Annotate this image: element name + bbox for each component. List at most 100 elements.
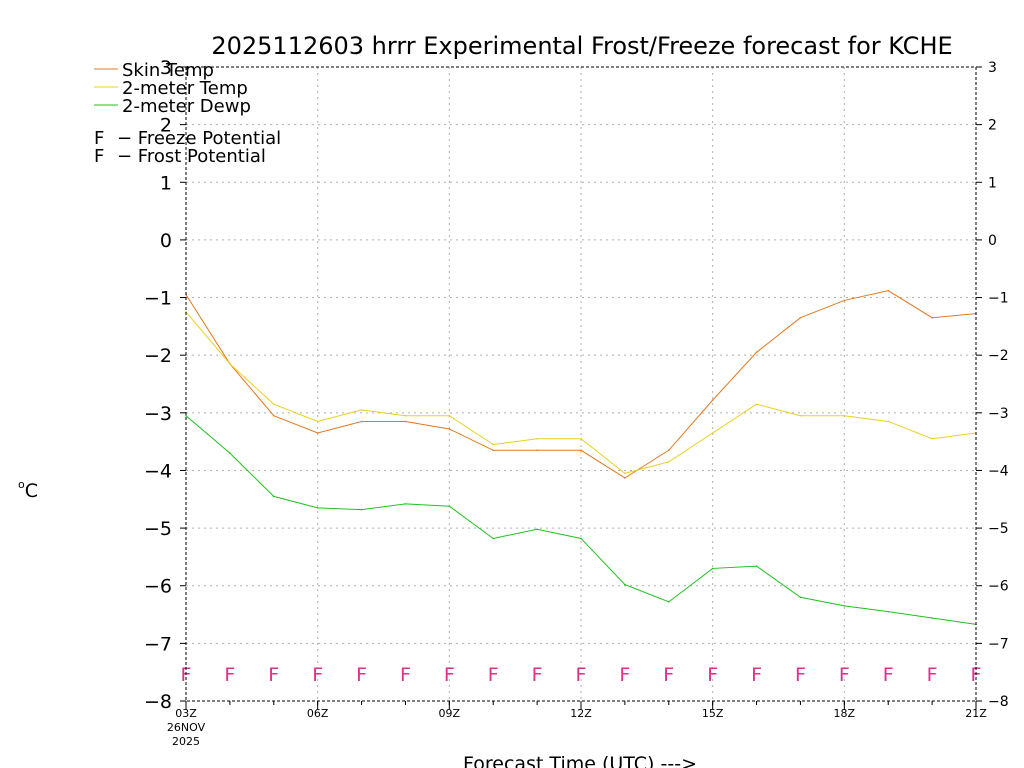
x-tick-label: 21Z [965,707,987,720]
freeze-flag: F [619,664,630,686]
plot-frame [185,66,977,702]
freeze-flag: F [576,664,587,686]
x-tick-label: 03Z [175,707,197,720]
y-tick-label-right: −6 [988,579,1009,595]
data-point-2-meter-dewp [843,605,846,607]
y-tick-label-right: −5 [988,521,1009,537]
data-point-2-meter-dewp [404,503,407,505]
legend: Skin Temp 2-meter Temp 2-meter Dewp F − … [94,60,281,167]
data-point-skin-temp [492,449,495,452]
data-point-2-meter-temp [404,414,407,417]
data-point-skin-temp [448,428,451,430]
y-tick-label-right: 2 [988,118,997,134]
x-tick-label: 09Z [439,707,461,720]
data-point-2-meter-temp [667,461,670,463]
data-point-2-meter-dewp [755,565,758,567]
data-point-2-meter-temp [931,437,933,440]
y-tick-label-right: −1 [988,291,1009,307]
data-point-2-meter-temp [624,472,626,475]
data-point-2-meter-dewp [711,567,714,570]
y-tick-label-right: 3 [988,60,997,76]
data-point-2-meter-dewp [887,610,890,613]
y-tick-label-right: −4 [988,463,1009,479]
grid [186,67,976,701]
freeze-flag: F [356,664,367,686]
data-point-2-meter-dewp [667,601,670,603]
data-point-2-meter-temp [887,420,890,423]
data-point-skin-temp [624,477,626,479]
data-point-skin-temp [580,449,582,452]
data-point-2-meter-dewp [229,452,231,454]
y-tick-label-left: −6 [144,576,172,598]
x-tick-label: 18Z [834,707,856,720]
y-tick-label-right: 1 [988,175,997,191]
data-point-2-meter-dewp [360,508,363,511]
legend-frost-letter: F [94,146,104,167]
legend-label-2m-temp: 2-meter Temp [122,78,248,99]
chart-title: 2025112603 hrrr Experimental Frost/Freez… [211,32,952,60]
freeze-flag: F [268,664,279,686]
freeze-flag: F [488,664,499,686]
y-tick-label-left: −5 [144,518,172,540]
data-point-2-meter-dewp [272,495,275,498]
y-tick-label-left: 1 [160,172,172,194]
y-tick-label-right: −8 [988,694,1009,710]
legend-freeze-label: − Freeze Potential [117,128,281,149]
legend-frost-label: − Frost Potential [117,146,266,167]
data-point-2-meter-dewp [448,505,451,507]
data-point-skin-temp [843,299,846,302]
y-tick-label-left: 3 [160,57,172,79]
data-point-skin-temp [711,399,714,401]
legend-label-2m-dewp: 2-meter Dewp [122,96,251,117]
x-tick-year: 2025 [172,735,200,748]
data-point-2-meter-temp [316,420,319,423]
legend-freeze-letter: F [94,128,104,149]
x-tick-label: 06Z [307,707,329,720]
freeze-flag: F [444,664,455,686]
data-point-2-meter-dewp [536,528,538,531]
y-tick-label-left: −7 [144,633,172,655]
freeze-flag: F [883,664,894,686]
y-tick-label-left: −2 [144,345,172,367]
data-point-skin-temp [536,449,538,452]
data-point-2-meter-temp [843,414,846,417]
y-axis-left: 3 2 1 0 −1 −2 −3 −4 −5 −6 −7 −8 [144,57,186,713]
data-point-2-meter-dewp [624,583,626,586]
freeze-flag: F [927,664,938,686]
y-tick-label-right: −2 [988,348,1009,364]
freeze-flag: F [663,664,674,686]
y-axis-right: 3 2 1 0 −1 −2 −3 −4 −5 −6 −7 −8 [976,60,1009,710]
y-tick-label-left: −4 [144,460,172,482]
y-axis-label-unit: C [25,480,38,502]
y-tick-label-right: −3 [988,406,1009,422]
freeze-flag: F [751,664,762,686]
freeze-flag: F [400,664,411,686]
data-point-2-meter-temp [580,437,582,440]
freeze-flag: F [795,664,806,686]
data-point-2-meter-dewp [492,537,495,540]
data-point-2-meter-dewp [931,617,933,619]
y-tick-label-left: −1 [144,288,172,310]
data-point-2-meter-temp [448,414,451,417]
freeze-flag: F [707,664,718,686]
data-point-2-meter-temp [272,403,275,405]
data-point-2-meter-temp [360,409,363,411]
x-tick-label: 12Z [570,707,592,720]
data-point-2-meter-temp [229,363,231,365]
data-point-skin-temp [360,420,363,423]
freeze-flag: F [532,664,543,686]
y-tick-label-left: 2 [160,115,172,137]
data-point-skin-temp [755,351,758,354]
y-tick-label-left: −8 [144,691,172,713]
data-point-skin-temp [316,432,319,434]
legend-label-skin-temp: Skin Temp [122,60,214,81]
data-point-2-meter-dewp [185,414,187,417]
y-tick-label-right: 0 [988,233,997,249]
data-point-2-meter-temp [755,403,758,405]
series-lines [185,289,977,626]
data-point-skin-temp [272,414,275,417]
data-point-skin-temp [404,420,407,423]
data-point-2-meter-dewp [799,596,802,599]
